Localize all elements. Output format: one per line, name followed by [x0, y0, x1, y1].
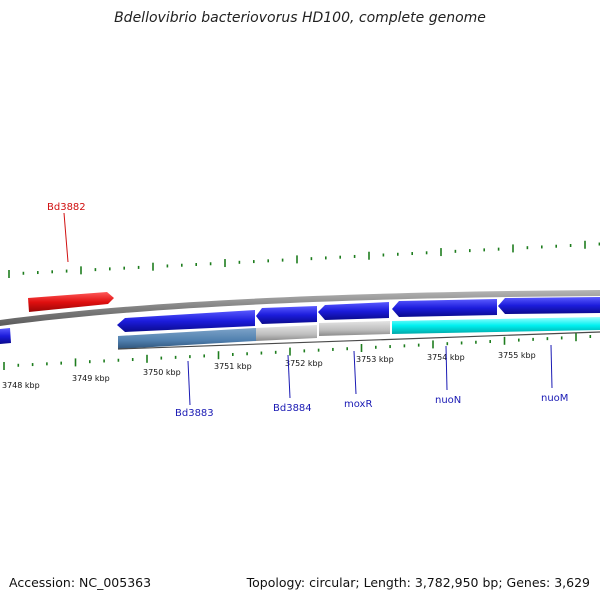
gene-nuon-arrow[interactable]: [392, 299, 497, 317]
gene-nuom-leader: [550, 344, 553, 389]
gene-bd3882-arrow[interactable]: [28, 292, 114, 312]
forward-feature-track: Bd3882: [28, 202, 114, 312]
gene-label-bd3883[interactable]: Bd3883: [175, 408, 214, 419]
gene-label-nuon[interactable]: nuoN: [435, 395, 461, 406]
scale-label: 3755 kbp: [498, 351, 536, 360]
scale-label: 3748 kbp: [2, 381, 40, 390]
scale-label: 3753 kbp: [356, 355, 394, 364]
gene-bd3883-leader: [187, 360, 191, 406]
accession-text: Accession: NC_005363: [9, 575, 152, 590]
genome-backbone: [0, 290, 600, 326]
scale-label: 3749 kbp: [72, 374, 110, 383]
reverse-feature-track: [0, 297, 600, 344]
gene-moxr-arrow[interactable]: [318, 302, 389, 320]
cog-moxr[interactable]: [319, 321, 390, 336]
gene-partial-left-arrow[interactable]: [0, 328, 11, 344]
cog-bd3884[interactable]: [256, 325, 317, 341]
gene-bd3883-arrow[interactable]: [117, 310, 255, 332]
map-title: Bdellovibrio bacteriovorus HD100, comple…: [114, 10, 486, 26]
cog-nuo[interactable]: [392, 317, 600, 334]
cog-baseline: [117, 331, 600, 350]
gene-bd3884-leader: [287, 354, 291, 399]
outer-tick-marks: [8, 240, 600, 278]
gene-moxr-leader: [353, 350, 357, 395]
gene-nuom-arrow[interactable]: [498, 297, 600, 314]
scale-label: 3750 kbp: [143, 368, 181, 377]
scale-labels: 3748 kbp 3749 kbp 3750 kbp 3751 kbp 3752…: [2, 351, 536, 390]
gene-label-bd3884[interactable]: Bd3884: [273, 403, 312, 414]
cog-track: [117, 317, 600, 350]
inner-tick-marks: [3, 333, 592, 370]
genome-summary-text: Topology: circular; Length: 3,782,950 bp…: [246, 575, 590, 590]
gene-nuon-leader: [445, 345, 448, 391]
gene-bd3882-leader: [63, 212, 69, 263]
scale-label: 3752 kbp: [285, 359, 323, 368]
gene-label-moxr[interactable]: moxR: [344, 399, 372, 410]
gene-bd3884-arrow[interactable]: [256, 306, 317, 324]
reverse-gene-labels: Bd3883 Bd3884 moxR nuoN nuoM: [175, 344, 568, 419]
cog-bd3883[interactable]: [118, 328, 256, 349]
scale-label: 3751 kbp: [214, 362, 252, 371]
gene-label-nuom[interactable]: nuoM: [541, 393, 568, 404]
gene-label-bd3882[interactable]: Bd3882: [47, 202, 86, 213]
